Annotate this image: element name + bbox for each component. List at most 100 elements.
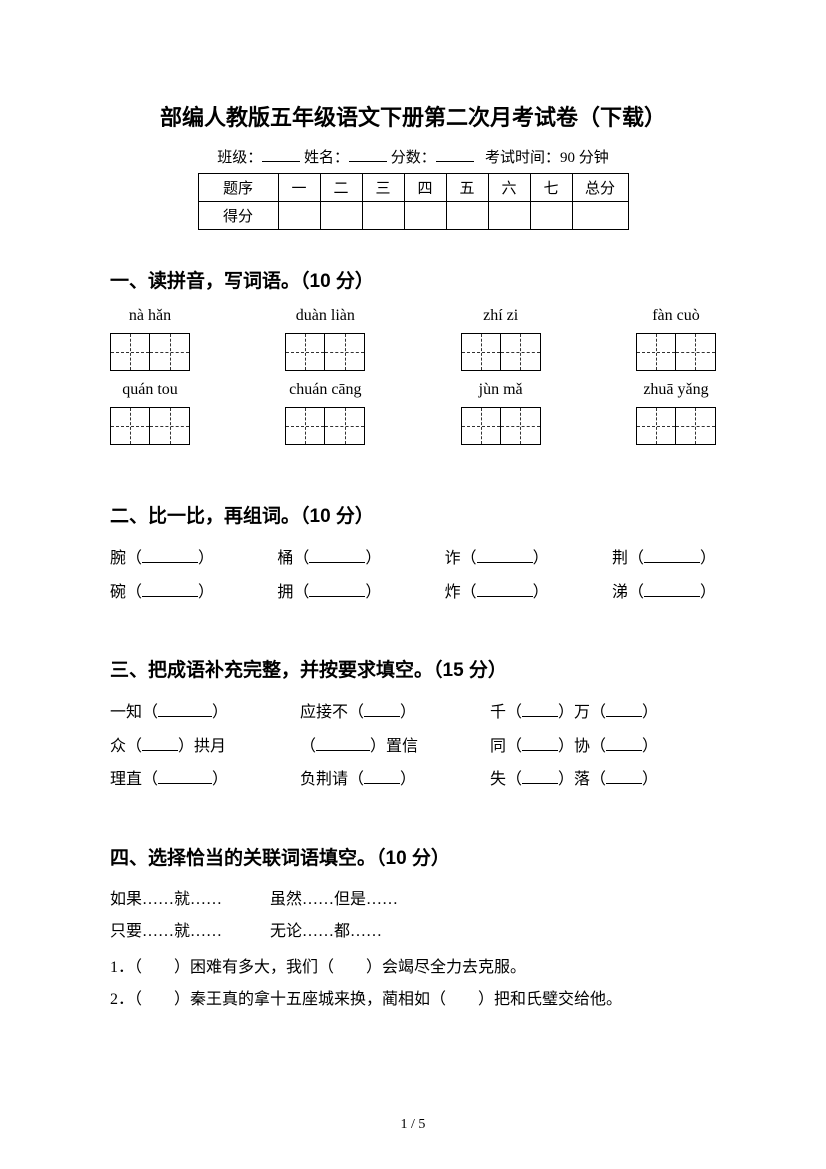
char-box <box>110 333 150 371</box>
text: ） <box>212 704 228 721</box>
pinyin-item: zhuā yǎng <box>636 381 716 445</box>
q3-cell: 千（）万（） <box>490 696 716 730</box>
conj-option: 只要……就…… <box>110 916 222 948</box>
blank <box>522 737 558 751</box>
text: ）落（ <box>558 771 606 788</box>
cell <box>278 202 320 230</box>
col-head: 一 <box>278 174 320 202</box>
q2-rows: 腕（） 桶（） 诈（） 荆（） 碗（） 拥（） 炸（） 涕（） <box>110 542 716 609</box>
q2-cell: 碗（） <box>110 576 214 610</box>
blank <box>606 770 642 784</box>
char: 碗 <box>110 584 126 601</box>
q2-cell: 炸（） <box>445 576 549 610</box>
char-box <box>461 333 501 371</box>
q2-row: 腕（） 桶（） 诈（） 荆（） <box>110 542 716 576</box>
cell <box>404 202 446 230</box>
char: 拥 <box>277 584 293 601</box>
blank <box>606 703 642 717</box>
page-number: 1 / 5 <box>0 1117 826 1133</box>
text: ） <box>212 771 228 788</box>
blank <box>644 583 700 597</box>
q3-row: 众（）拱月 （）置信 同（）协（） <box>110 730 716 764</box>
cell <box>320 202 362 230</box>
char-box-pair <box>461 407 541 445</box>
col-head: 六 <box>488 174 530 202</box>
char-box-pair <box>110 407 190 445</box>
text: ）置信 <box>370 738 418 755</box>
char-box <box>676 407 716 445</box>
blank <box>142 549 198 563</box>
conj-option: 无论……都…… <box>270 916 382 948</box>
char-box <box>636 333 676 371</box>
char-box <box>325 333 365 371</box>
table-row: 题序 一 二 三 四 五 六 七 总分 <box>198 174 628 202</box>
text: 众（ <box>110 738 142 755</box>
text: 应接不（ <box>300 704 364 721</box>
col-total: 总分 <box>572 174 628 202</box>
pinyin-row-2: quán tou chuán cāng jùn mǎ zhuā yǎng <box>110 381 716 445</box>
char: 涕 <box>612 584 628 601</box>
text: （ <box>300 738 316 755</box>
conj-option: 虽然……但是…… <box>270 884 398 916</box>
class-label: 班级： <box>217 150 262 166</box>
text: 千（ <box>490 704 522 721</box>
col-head: 七 <box>530 174 572 202</box>
q4-options: 如果……就…… 虽然……但是…… 只要……就…… 无论……都…… <box>110 884 716 948</box>
q2-cell: 涕（） <box>612 576 716 610</box>
char-box <box>285 333 325 371</box>
char-box-pair <box>636 333 716 371</box>
blank <box>158 703 212 717</box>
blank <box>142 583 198 597</box>
text: ） <box>642 771 658 788</box>
q2-cell: 桶（） <box>277 542 381 576</box>
char-box-pair <box>461 333 541 371</box>
col-head: 四 <box>404 174 446 202</box>
blank <box>606 737 642 751</box>
col-head: 五 <box>446 174 488 202</box>
text: 一知（ <box>110 704 158 721</box>
q3-cell: 一知（ ） <box>110 696 300 730</box>
class-blank <box>262 148 300 162</box>
q4-items: 1．（ ）困难有多大，我们（ ）会竭尽全力去克服。 2．（ ）秦王真的拿十五座城… <box>110 952 716 1016</box>
q3-cell: 负荆请（） <box>300 763 490 797</box>
pinyin-label: quán tou <box>122 381 178 401</box>
char-box <box>110 407 150 445</box>
time-label: 考试时间：90 分钟 <box>485 150 609 166</box>
pinyin-item: nà hǎn <box>110 307 190 371</box>
section-1-heading: 一、读拼音，写词语。（10 分） <box>110 266 716 293</box>
q2-cell: 拥（） <box>277 576 381 610</box>
conj-option: 如果……就…… <box>110 884 222 916</box>
score-table: 题序 一 二 三 四 五 六 七 总分 得分 <box>198 173 629 230</box>
text: ） <box>642 738 658 755</box>
q4-item: 2．（ ）秦王真的拿十五座城来换，蔺相如（ ）把和氏璧交给他。 <box>110 984 716 1016</box>
char-box <box>461 407 501 445</box>
q3-cell: 失（）落（） <box>490 763 716 797</box>
blank <box>309 549 365 563</box>
q2-row: 碗（） 拥（） 炸（） 涕（） <box>110 576 716 610</box>
doc-title: 部编人教版五年级语文下册第二次月考试卷（下载） <box>110 100 716 132</box>
char-box <box>285 407 325 445</box>
char-box <box>501 407 541 445</box>
blank <box>158 770 212 784</box>
pinyin-item: zhí zi <box>461 307 541 371</box>
text: ）协（ <box>558 738 606 755</box>
char-box-pair <box>285 407 365 445</box>
section-3-heading: 三、把成语补充完整，并按要求填空。（15 分） <box>110 655 716 682</box>
pinyin-label: fàn cuò <box>652 307 700 327</box>
blank <box>364 770 400 784</box>
char: 腕 <box>110 550 126 567</box>
pinyin-label: chuán cāng <box>289 381 361 401</box>
col-head: 二 <box>320 174 362 202</box>
score-blank <box>436 148 474 162</box>
char: 桶 <box>277 550 293 567</box>
text: ）万（ <box>558 704 606 721</box>
q3-cell: 应接不（） <box>300 696 490 730</box>
blank <box>364 703 400 717</box>
cell <box>530 202 572 230</box>
table-row: 得分 <box>198 202 628 230</box>
q3-row: 理直（） 负荆请（） 失（）落（） <box>110 763 716 797</box>
q3-cell: 同（）协（） <box>490 730 716 764</box>
text: ）拱月 <box>178 738 226 755</box>
blank <box>316 737 370 751</box>
pinyin-item: jùn mǎ <box>461 381 541 445</box>
